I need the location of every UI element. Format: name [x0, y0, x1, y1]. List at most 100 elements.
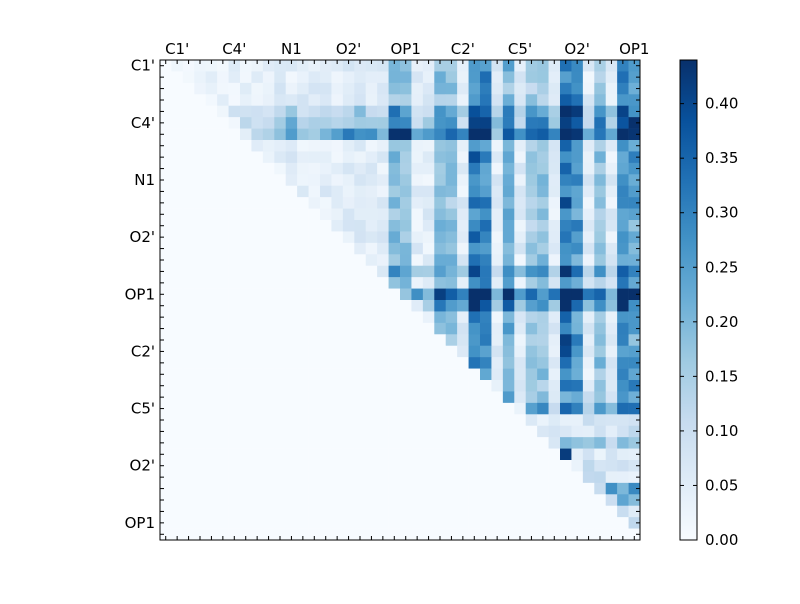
heatmap-cell — [491, 185, 504, 198]
heatmap-cell — [285, 482, 298, 495]
heatmap-cell — [194, 528, 207, 541]
heatmap-cell — [548, 140, 561, 152]
heatmap-cell — [628, 357, 641, 369]
heatmap-cell — [628, 425, 641, 438]
heatmap-cell — [411, 380, 424, 392]
heatmap-cell — [182, 60, 195, 72]
heatmap-cell — [342, 414, 355, 427]
heatmap-cell — [160, 471, 172, 484]
heatmap-cell — [320, 185, 332, 198]
heatmap-cell — [491, 494, 504, 507]
heatmap-cell — [605, 482, 618, 495]
heatmap-cell — [537, 368, 549, 381]
heatmap-cell — [228, 288, 241, 301]
heatmap-cell — [194, 128, 207, 141]
heatmap-cell — [194, 105, 207, 118]
heatmap-cell — [525, 220, 538, 232]
heatmap-cell — [582, 414, 595, 427]
heatmap-cell — [445, 402, 458, 415]
heatmap-cell — [388, 140, 401, 152]
heatmap-cell — [560, 242, 572, 255]
heatmap-cell — [262, 151, 275, 164]
heatmap-cell — [400, 288, 412, 301]
colorbar-frame — [679, 59, 698, 541]
heatmap-cell — [491, 231, 504, 244]
heatmap-cell — [308, 265, 321, 278]
heatmap-cell — [320, 82, 332, 95]
heatmap-cell — [628, 231, 641, 244]
heatmap-cell — [217, 265, 229, 278]
heatmap-cell — [320, 334, 332, 347]
heatmap-cell — [434, 242, 447, 255]
heatmap-cell — [320, 482, 332, 495]
heatmap-cell — [502, 105, 515, 118]
heatmap-cell — [548, 322, 561, 335]
heatmap-cell — [342, 185, 355, 198]
heatmap-cell — [377, 60, 389, 72]
heatmap-cell — [262, 368, 275, 381]
heatmap-cell — [617, 254, 629, 267]
heatmap-cell — [468, 322, 481, 335]
heatmap-cell — [251, 357, 264, 369]
heatmap-cell — [400, 151, 412, 164]
heatmap-cell — [160, 220, 172, 232]
heatmap-cell — [331, 402, 344, 415]
heatmap-cell — [445, 185, 458, 198]
heatmap-cell — [480, 254, 492, 267]
heatmap-cell — [320, 505, 332, 518]
heatmap-cell — [297, 162, 309, 175]
heatmap-cell — [468, 494, 481, 507]
heatmap-cell — [457, 288, 469, 301]
heatmap-cell — [548, 357, 561, 369]
heatmap-cell — [525, 517, 538, 529]
heatmap-cell — [594, 117, 607, 129]
heatmap-cell — [217, 368, 229, 381]
heatmap-cell — [457, 357, 469, 369]
heatmap-cell — [491, 380, 504, 392]
heatmap-cell — [560, 380, 572, 392]
heatmap-cell — [617, 94, 629, 107]
heatmap-cell — [205, 231, 218, 244]
heatmap-cell — [617, 105, 629, 118]
heatmap-cell — [560, 345, 572, 358]
heatmap-cell — [628, 505, 641, 518]
heatmap-cell — [548, 220, 561, 232]
heatmap-cell — [537, 60, 549, 72]
heatmap-cell — [411, 105, 424, 118]
heatmap-cell — [525, 117, 538, 129]
heatmap-cell — [617, 425, 629, 438]
heatmap-cell — [160, 288, 172, 301]
heatmap-cell — [285, 231, 298, 244]
heatmap-cell — [525, 471, 538, 484]
heatmap-cell — [285, 334, 298, 347]
heatmap-cell — [171, 517, 184, 529]
heatmap-cell — [594, 242, 607, 255]
heatmap-cell — [445, 277, 458, 289]
heatmap-cell — [514, 185, 527, 198]
heatmap-cell — [594, 162, 607, 175]
heatmap-cell — [491, 105, 504, 118]
heatmap-cell — [331, 140, 344, 152]
heatmap-cell — [182, 288, 195, 301]
heatmap-cell — [228, 357, 241, 369]
heatmap-cell — [342, 94, 355, 107]
heatmap-cell — [274, 528, 287, 541]
heatmap-cell — [605, 82, 618, 95]
heatmap-cell — [285, 505, 298, 518]
heatmap-cell — [331, 151, 344, 164]
heatmap-cell — [354, 231, 367, 244]
heatmap-cell — [548, 288, 561, 301]
heatmap-cell — [411, 151, 424, 164]
heatmap-cell — [594, 471, 607, 484]
heatmap-cell — [571, 105, 584, 118]
heatmap-cell — [628, 471, 641, 484]
heatmap-cell — [262, 528, 275, 541]
heatmap-cell — [308, 517, 321, 529]
heatmap-cell — [377, 242, 389, 255]
heatmap-cell — [331, 288, 344, 301]
heatmap-cell — [160, 425, 172, 438]
heatmap-cell — [434, 334, 447, 347]
heatmap-cell — [182, 220, 195, 232]
heatmap-cell — [240, 357, 252, 369]
heatmap-cell — [171, 117, 184, 129]
